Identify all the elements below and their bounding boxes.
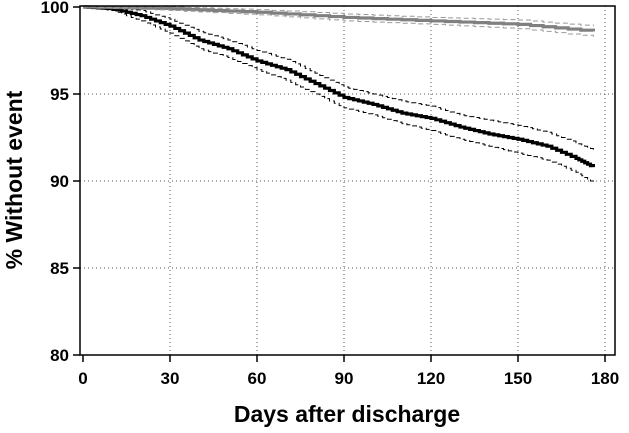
y-tick-label: 95 [50, 85, 69, 104]
series-line-2 [83, 6, 594, 183]
series-line-5 [83, 6, 594, 37]
series-line-4 [83, 6, 594, 27]
x-tick-label: 0 [78, 369, 87, 388]
x-tick-label: 60 [248, 369, 267, 388]
x-tick-labels: 0 30 60 90 120 150 180 [78, 369, 619, 388]
x-tick-label: 120 [417, 369, 445, 388]
series-line-1 [83, 6, 594, 150]
y-tick-label: 85 [50, 259, 69, 278]
x-tick-label: 180 [591, 369, 619, 388]
x-tick-label: 90 [335, 369, 354, 388]
x-tick-label: 30 [161, 369, 180, 388]
x-axis-title: Days after discharge [234, 401, 460, 427]
series-line-0 [83, 5, 595, 168]
y-axis-title: % Without event [1, 90, 27, 269]
x-tick-label: 150 [504, 369, 532, 388]
y-tick-label: 90 [50, 172, 69, 191]
grid-lines [80, 6, 615, 355]
y-tick-label: 80 [50, 346, 69, 365]
axis-ticks [73, 6, 606, 362]
series-lines [83, 5, 595, 183]
y-tick-label: 100 [41, 0, 69, 17]
series-line-3 [83, 5, 595, 32]
y-tick-labels: 80 85 90 95 100 [41, 0, 69, 365]
